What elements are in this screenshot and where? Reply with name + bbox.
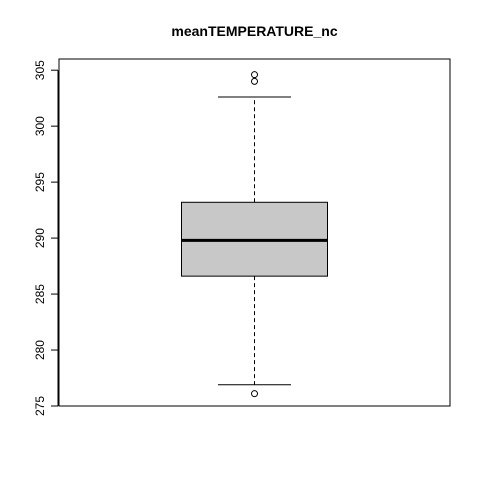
box-plot	[181, 71, 328, 398]
y-tick-label: 275	[33, 396, 47, 416]
outlier-point	[251, 71, 258, 79]
y-tick-label: 300	[33, 116, 47, 136]
plot-frame	[58, 58, 451, 407]
outlier-point	[251, 77, 258, 85]
y-tick-label: 305	[33, 60, 47, 80]
y-tick-label: 280	[33, 340, 47, 360]
chart-title: meanTEMPERATURE_nc	[171, 23, 337, 39]
outlier-point	[251, 390, 258, 398]
y-tick-label: 285	[33, 284, 47, 304]
y-axis: 275 280 285 290 295 300 305	[33, 60, 59, 416]
y-tick-label: 295	[33, 172, 47, 192]
y-tick-label: 290	[33, 228, 47, 248]
